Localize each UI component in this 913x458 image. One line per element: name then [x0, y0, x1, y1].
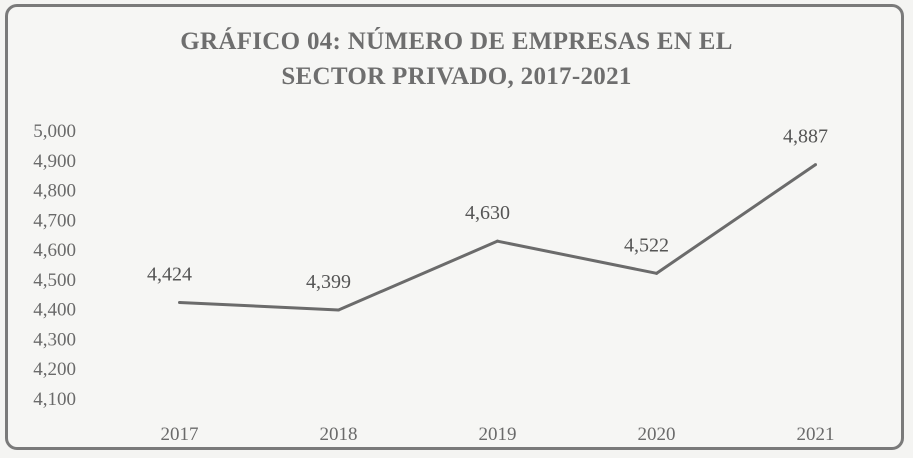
data-label: 4,887 [783, 126, 828, 148]
y-tick-label: 4,900 [33, 151, 76, 172]
chart-title: GRÁFICO 04: NÚMERO DE EMPRESAS EN EL SEC… [0, 24, 913, 94]
y-tick-label: 4,500 [33, 270, 76, 291]
data-labels: 4,424 4,399 4,630 4,522 4,887 [147, 126, 828, 293]
y-tick-label: 5,000 [33, 121, 76, 142]
series-line [179, 163, 817, 312]
chart-frame [5, 4, 904, 450]
y-tick-label: 4,800 [33, 181, 76, 202]
data-point [337, 308, 340, 312]
y-tick-label: 4,300 [33, 329, 76, 350]
y-tick-label: 4,400 [33, 300, 76, 321]
data-point [655, 271, 658, 275]
x-tick-label: 2020 [638, 424, 676, 445]
x-axis: 2017 2018 2019 2020 2021 [161, 424, 835, 445]
series-empresas [178, 163, 817, 312]
y-tick-label: 4,100 [33, 389, 76, 410]
chart-title-line-2: SECTOR PRIVADO, 2017-2021 [281, 63, 632, 90]
data-label: 4,630 [465, 202, 510, 224]
data-point [496, 239, 499, 243]
y-axis: 5,000 4,900 4,800 4,700 4,600 4,500 4,400 4,300… [33, 121, 76, 410]
x-tick-label: 2019 [479, 424, 517, 445]
data-point [178, 301, 181, 305]
chart-title-line-1: GRÁFICO 04: NÚMERO DE EMPRESAS EN EL [180, 28, 733, 55]
y-tick-label: 4,200 [33, 359, 76, 380]
data-label: 4,424 [147, 264, 192, 286]
y-tick-label: 4,700 [33, 210, 76, 231]
y-tick-label: 4,600 [33, 240, 76, 261]
data-label: 4,399 [306, 271, 351, 293]
x-tick-label: 2017 [161, 424, 199, 445]
data-label: 4,522 [624, 234, 669, 256]
data-point [814, 163, 817, 167]
x-tick-label: 2018 [320, 424, 358, 445]
x-tick-label: 2021 [797, 424, 835, 445]
